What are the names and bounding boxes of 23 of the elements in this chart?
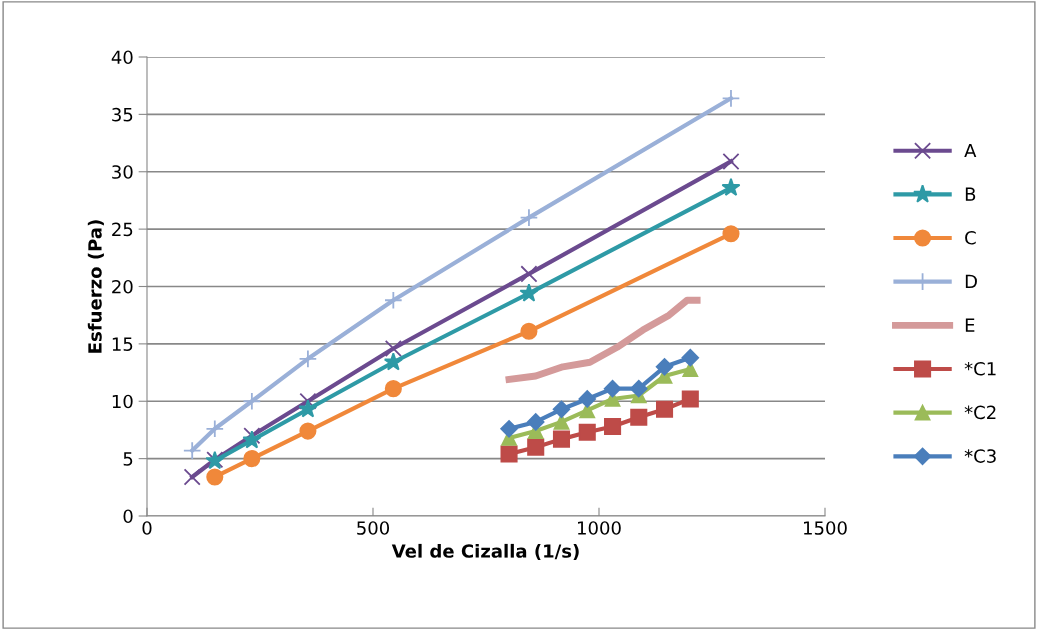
y-axis-title: Esfuerzo (Pa) — [87, 220, 104, 353]
y-tick-label: 30 — [112, 165, 133, 179]
x-tick-label: 1500 — [804, 521, 847, 535]
y-tick-label: 20 — [112, 279, 133, 294]
y-tick-label: 0 — [123, 509, 133, 524]
y-tick-label: 15 — [112, 337, 133, 351]
legend-label: C — [965, 230, 976, 245]
x-tick-label: 0 — [142, 521, 152, 535]
y-tick-label: 5 — [123, 452, 133, 466]
legend-label: *C3 — [964, 449, 996, 463]
x-tick-label: 1000 — [578, 521, 621, 535]
y-tick-label: 10 — [112, 394, 133, 409]
y-tick-label: 40 — [111, 50, 133, 65]
y-tick-label: 35 — [112, 107, 133, 122]
legend-label: D — [965, 274, 977, 289]
legend-label: A — [964, 143, 977, 158]
legend-label: B — [965, 187, 976, 201]
x-tick-label: 500 — [357, 521, 390, 535]
legend-label: *C1 — [964, 361, 996, 376]
x-axis-title: Vel de Cizalla (1/s) — [391, 543, 579, 560]
legend-label: *C2 — [964, 405, 996, 420]
legend-label: E — [965, 318, 975, 332]
y-tick-label: 25 — [112, 222, 133, 237]
